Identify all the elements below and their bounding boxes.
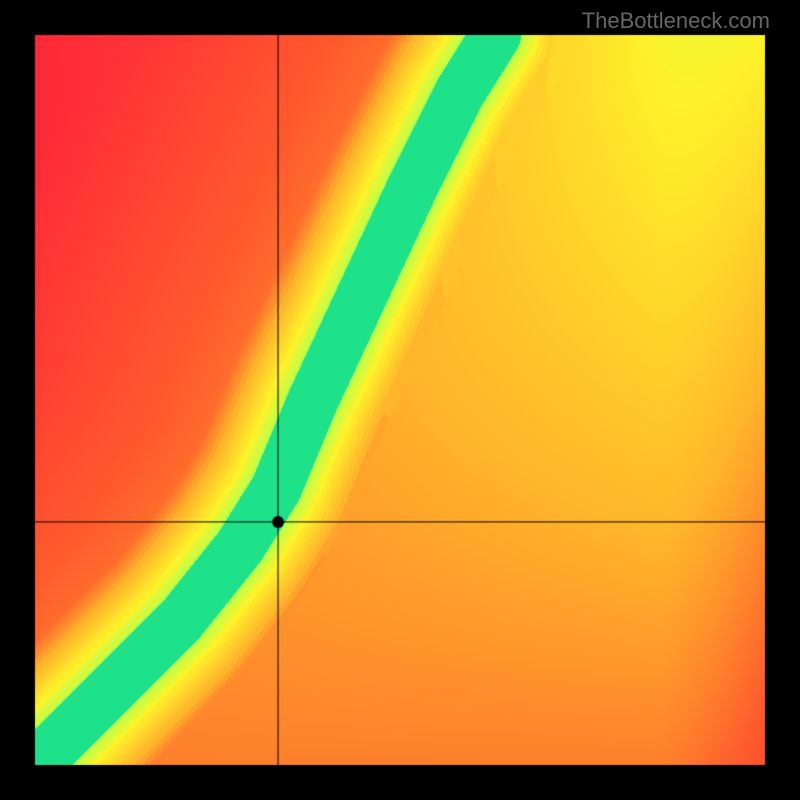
watermark-text: TheBottleneck.com (582, 8, 770, 34)
chart-container: TheBottleneck.com (0, 0, 800, 800)
heatmap-canvas (0, 0, 800, 800)
